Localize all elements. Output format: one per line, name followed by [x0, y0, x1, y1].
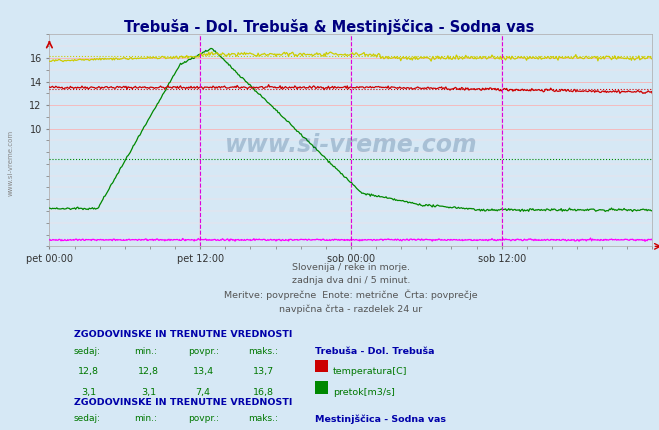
Text: www.si-vreme.com: www.si-vreme.com: [225, 132, 477, 157]
Text: Slovenija / reke in morje.
zadnja dva dni / 5 minut.
Meritve: povprečne  Enote: : Slovenija / reke in morje. zadnja dva dn…: [224, 263, 478, 314]
Text: Trebuša - Dol. Trebuša & Mestinjščica - Sodna vas: Trebuša - Dol. Trebuša & Mestinjščica - …: [125, 19, 534, 35]
Text: sedaj:: sedaj:: [74, 414, 101, 423]
Text: 12,8: 12,8: [138, 366, 159, 375]
Text: ZGODOVINSKE IN TRENUTNE VREDNOSTI: ZGODOVINSKE IN TRENUTNE VREDNOSTI: [74, 398, 292, 407]
Text: 16,8: 16,8: [253, 388, 274, 397]
Text: www.si-vreme.com: www.si-vreme.com: [8, 130, 14, 197]
FancyBboxPatch shape: [315, 427, 328, 430]
Text: min.:: min.:: [134, 414, 157, 423]
Text: ZGODOVINSKE IN TRENUTNE VREDNOSTI: ZGODOVINSKE IN TRENUTNE VREDNOSTI: [74, 330, 292, 339]
Text: maks.:: maks.:: [248, 414, 278, 423]
Text: 3,1: 3,1: [81, 388, 96, 397]
Text: 12,8: 12,8: [78, 366, 99, 375]
Text: maks.:: maks.:: [248, 347, 278, 356]
Text: 3,1: 3,1: [141, 388, 156, 397]
Text: Mestinjščica - Sodna vas: Mestinjščica - Sodna vas: [315, 414, 445, 424]
Text: sedaj:: sedaj:: [74, 347, 101, 356]
Text: 13,7: 13,7: [253, 366, 274, 375]
Text: Trebuša - Dol. Trebuša: Trebuša - Dol. Trebuša: [315, 347, 434, 356]
Text: min.:: min.:: [134, 347, 157, 356]
FancyBboxPatch shape: [315, 360, 328, 372]
Text: 13,4: 13,4: [192, 366, 214, 375]
FancyBboxPatch shape: [315, 381, 328, 394]
Text: temperatura[C]: temperatura[C]: [333, 366, 407, 375]
Text: pretok[m3/s]: pretok[m3/s]: [333, 388, 395, 397]
Text: povpr.:: povpr.:: [188, 347, 219, 356]
Text: povpr.:: povpr.:: [188, 414, 219, 423]
Text: 7,4: 7,4: [196, 388, 211, 397]
